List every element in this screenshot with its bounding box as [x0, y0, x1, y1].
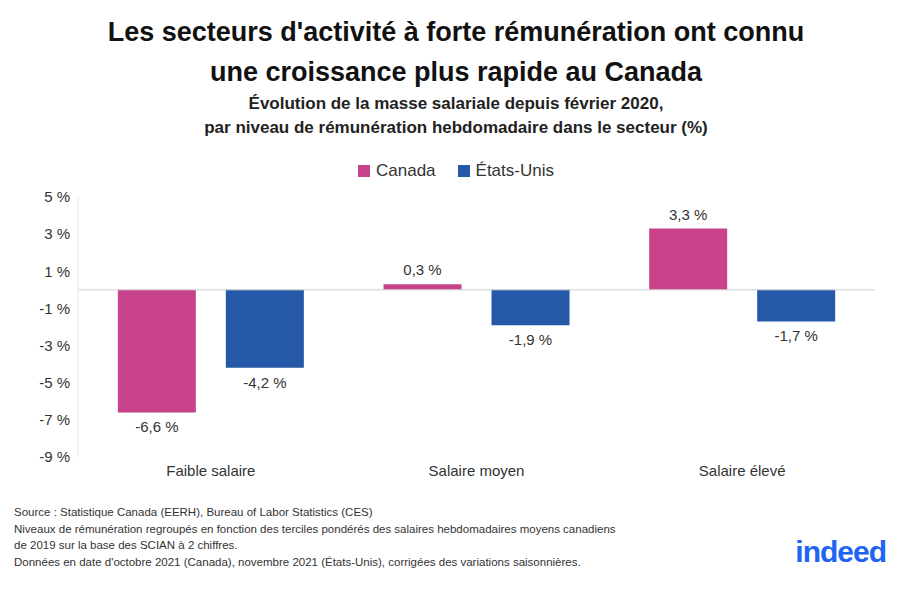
html-text:par niveau de rémunération heb: par niveau de rémunération hebdomadaire … [204, 118, 708, 137]
svg-text:-4,2 %: -4,2 % [243, 374, 286, 391]
svg-text:Faible salaire: Faible salaire [166, 462, 255, 479]
svg-text:-9 %: -9 % [39, 448, 70, 465]
html-text:Données en date d'octobre 2021: Données en date d'octobre 2021 (Canada),… [14, 555, 581, 568]
svg-text:3,3 %: 3,3 % [669, 206, 707, 223]
svg-text:-1 %: -1 % [39, 300, 70, 317]
html-text:une croissance plus rapide au: une croissance plus rapide au Canada [209, 57, 703, 87]
svg-text:-6,6 %: -6,6 % [135, 418, 178, 435]
html-text:Canada: Canada [376, 161, 436, 180]
html-text:indeed: indeed [795, 535, 886, 568]
svg-text:-3 %: -3 % [39, 337, 70, 354]
html-text:Niveaux de rémunération regrou: Niveaux de rémunération regroupés en fon… [14, 522, 616, 535]
html-text:Les secteurs d'activité à fort: Les secteurs d'activité à forte rémunéra… [107, 17, 805, 47]
svg-text:0,3 %: 0,3 % [403, 261, 441, 278]
svg-text:3 %: 3 % [44, 225, 70, 242]
html-text:Évolution de la masse salarial: Évolution de la masse salariale depuis f… [248, 94, 664, 113]
svg-text:5 %: 5 % [44, 188, 70, 205]
svg-text:-5 %: -5 % [39, 374, 70, 391]
html-text:États-Unis: États-Unis [475, 161, 554, 180]
svg-text:Salaire élevé: Salaire élevé [699, 462, 786, 479]
svg-text:-1,7 %: -1,7 % [775, 327, 818, 344]
svg-text:1 %: 1 % [44, 263, 70, 280]
svg-text:Salaire moyen: Salaire moyen [429, 462, 525, 479]
html-text:de 2019 sur la base des SCIAN: de 2019 sur la base des SCIAN à 2 chiffr… [14, 539, 238, 551]
svg-text:-1,9 %: -1,9 % [509, 331, 552, 348]
html-text:Source : Statistique Canada (E: Source : Statistique Canada (EERH), Bure… [14, 506, 373, 518]
svg-text:-7 %: -7 % [39, 411, 70, 428]
